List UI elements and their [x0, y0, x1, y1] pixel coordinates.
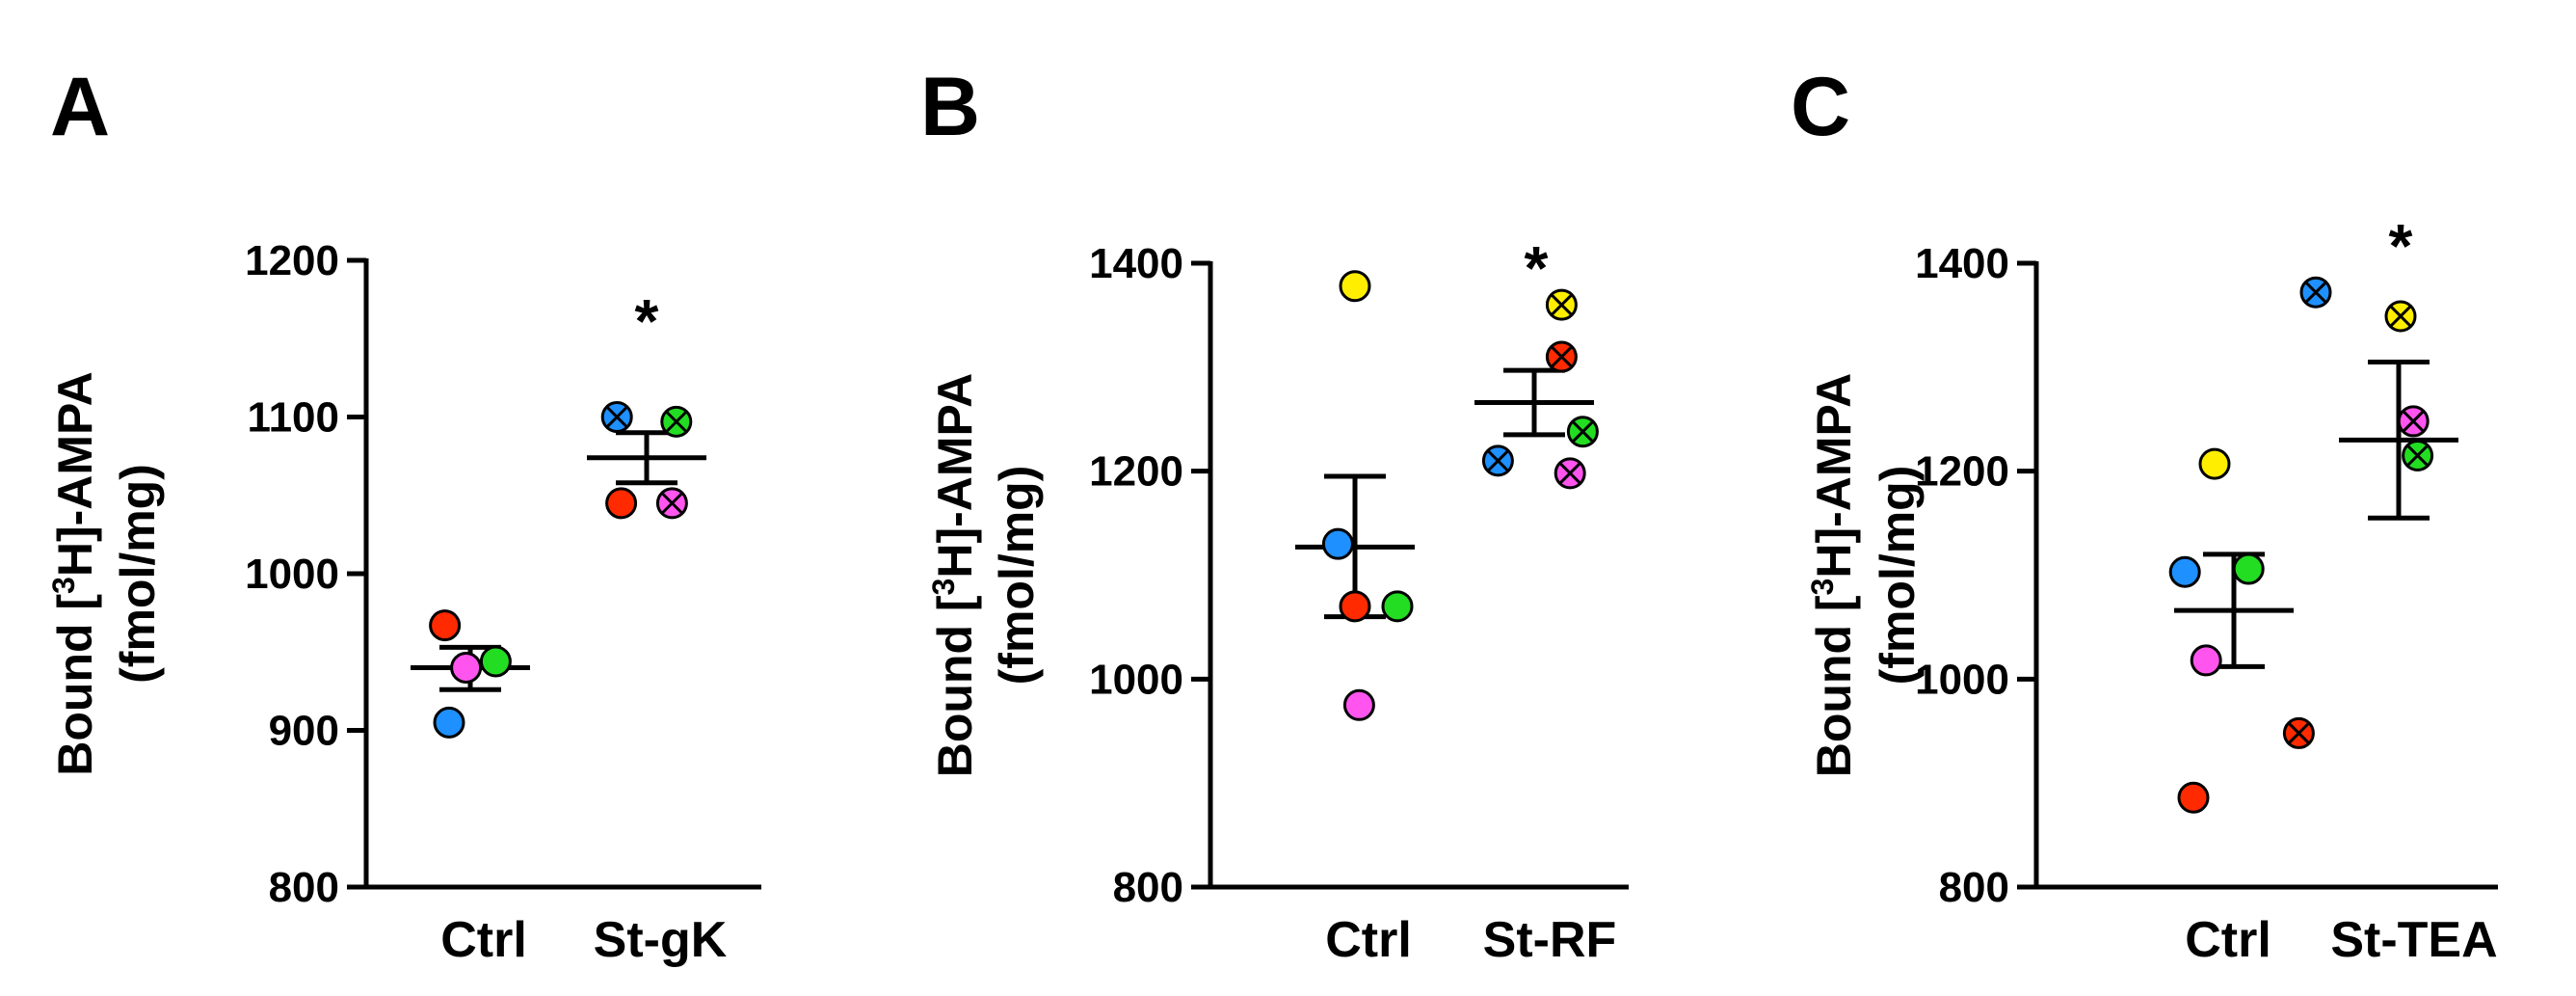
y-tick-label: 1400: [1915, 240, 2009, 287]
data-point-marker: [1339, 270, 1371, 303]
y-tick-label: 800: [1939, 864, 2009, 911]
panel-c: C 800 1000 1200 1400 Bound [3H]-AMPA (fmol/mg)…: [1791, 61, 2498, 968]
data-point: [655, 487, 688, 520]
data-point: [660, 405, 693, 438]
cross-mark: [2287, 721, 2310, 744]
y-tick-label: 1200: [245, 237, 339, 284]
significance-star: *: [1525, 233, 1549, 303]
y-tick-label: 1100: [248, 394, 339, 442]
data-point: [2232, 552, 2265, 585]
y-tick-label: 1200: [1915, 448, 2009, 496]
mean-sem-bar: [587, 430, 706, 486]
x-category-label: St-TEA: [2330, 912, 2497, 968]
data-point: [1342, 688, 1375, 721]
data-point: [1339, 590, 1371, 623]
data-point: [600, 401, 633, 433]
data-point: [1339, 270, 1371, 303]
data-point: [605, 487, 638, 520]
data-point: [2402, 439, 2434, 471]
y-axis-label: Bound [3H]-AMPA: [1805, 373, 1861, 778]
y-tick-label: 800: [1113, 864, 1183, 911]
data-point-marker: [1321, 527, 1354, 560]
data-point-marker: [2177, 781, 2210, 814]
data-point: [1566, 416, 1599, 448]
panel-letter: C: [1791, 61, 1850, 153]
cross-mark: [605, 405, 628, 429]
x-category-label: Ctrl: [440, 912, 527, 968]
data-point: [2177, 781, 2210, 814]
y-axis-label: Bound [3H]-AMPA: [926, 373, 982, 778]
data-point: [433, 706, 465, 739]
y-axis-unit-label: (fmol/mg): [1871, 466, 1925, 686]
data-point: [1321, 527, 1354, 560]
y-tick-label: 1000: [1089, 656, 1183, 703]
data-point: [2384, 300, 2417, 333]
cross-mark: [665, 410, 688, 433]
panel-b: B 800 1000 1200 1400 Bound [3H]-AMPA (fmol/mg)…: [920, 61, 1629, 968]
data-point: [1481, 444, 1514, 477]
data-point-marker: [2190, 644, 2222, 677]
data-point-marker: [450, 652, 483, 684]
y-tick-label: 800: [269, 864, 339, 911]
data-point-marker: [1381, 590, 1414, 623]
x-category-label: Ctrl: [2185, 912, 2271, 968]
significance-star: *: [635, 286, 659, 356]
data-point-marker: [1339, 590, 1371, 623]
cross-mark: [1550, 293, 1573, 316]
y-tick-label: 1200: [1089, 448, 1183, 496]
data-point: [1545, 288, 1578, 321]
y-axis-unit-label: (fmol/mg): [990, 466, 1044, 686]
y-tick-label: 1000: [245, 551, 339, 598]
data-point-marker: [429, 609, 462, 642]
data-point: [2299, 276, 2332, 309]
data-point-marker: [2232, 552, 2265, 585]
data-point: [2282, 716, 2315, 749]
data-point-marker: [2198, 447, 2231, 480]
cross-mark: [2406, 444, 2430, 468]
y-axis-unit-label: (fmol/mg): [111, 464, 165, 684]
cross-mark: [1486, 449, 1509, 472]
data-point-marker: [1342, 688, 1375, 721]
x-category-label: Ctrl: [1325, 912, 1412, 968]
x-category-label: St-gK: [594, 912, 728, 968]
cross-mark: [2389, 305, 2412, 328]
panel-a: A 800 900 1000 1100 1200 Bound [3H]-AMPA (fmol/…: [46, 61, 761, 968]
x-category-label: St-RF: [1483, 912, 1617, 968]
cross-mark: [2304, 281, 2327, 304]
y-axis-label: Bound [3H]-AMPA: [46, 371, 102, 776]
cross-mark: [660, 492, 683, 515]
cross-mark: [1571, 420, 1594, 444]
data-point: [450, 652, 483, 684]
data-point: [429, 609, 462, 642]
data-point: [2397, 405, 2430, 438]
mean-sem-bar: [2339, 359, 2458, 521]
panel-letter: A: [50, 61, 110, 153]
data-point: [1554, 457, 1586, 490]
data-point: [2198, 447, 2231, 480]
cross-mark: [2402, 410, 2425, 433]
y-tick-label: 900: [269, 708, 339, 755]
significance-star: *: [2389, 211, 2413, 281]
data-point-marker: [479, 645, 512, 678]
data-point: [1381, 590, 1414, 623]
data-point-marker: [433, 706, 465, 739]
cross-mark: [1550, 345, 1573, 368]
y-tick-label: 1000: [1915, 656, 2009, 703]
data-point: [479, 645, 512, 678]
data-point: [2168, 555, 2201, 588]
data-point: [2190, 644, 2222, 677]
cross-mark: [1558, 462, 1581, 485]
panel-letter: B: [920, 61, 980, 153]
data-point-marker: [2168, 555, 2201, 588]
y-tick-label: 1400: [1089, 240, 1183, 287]
data-point: [1545, 340, 1578, 373]
data-point-marker: [605, 487, 638, 520]
